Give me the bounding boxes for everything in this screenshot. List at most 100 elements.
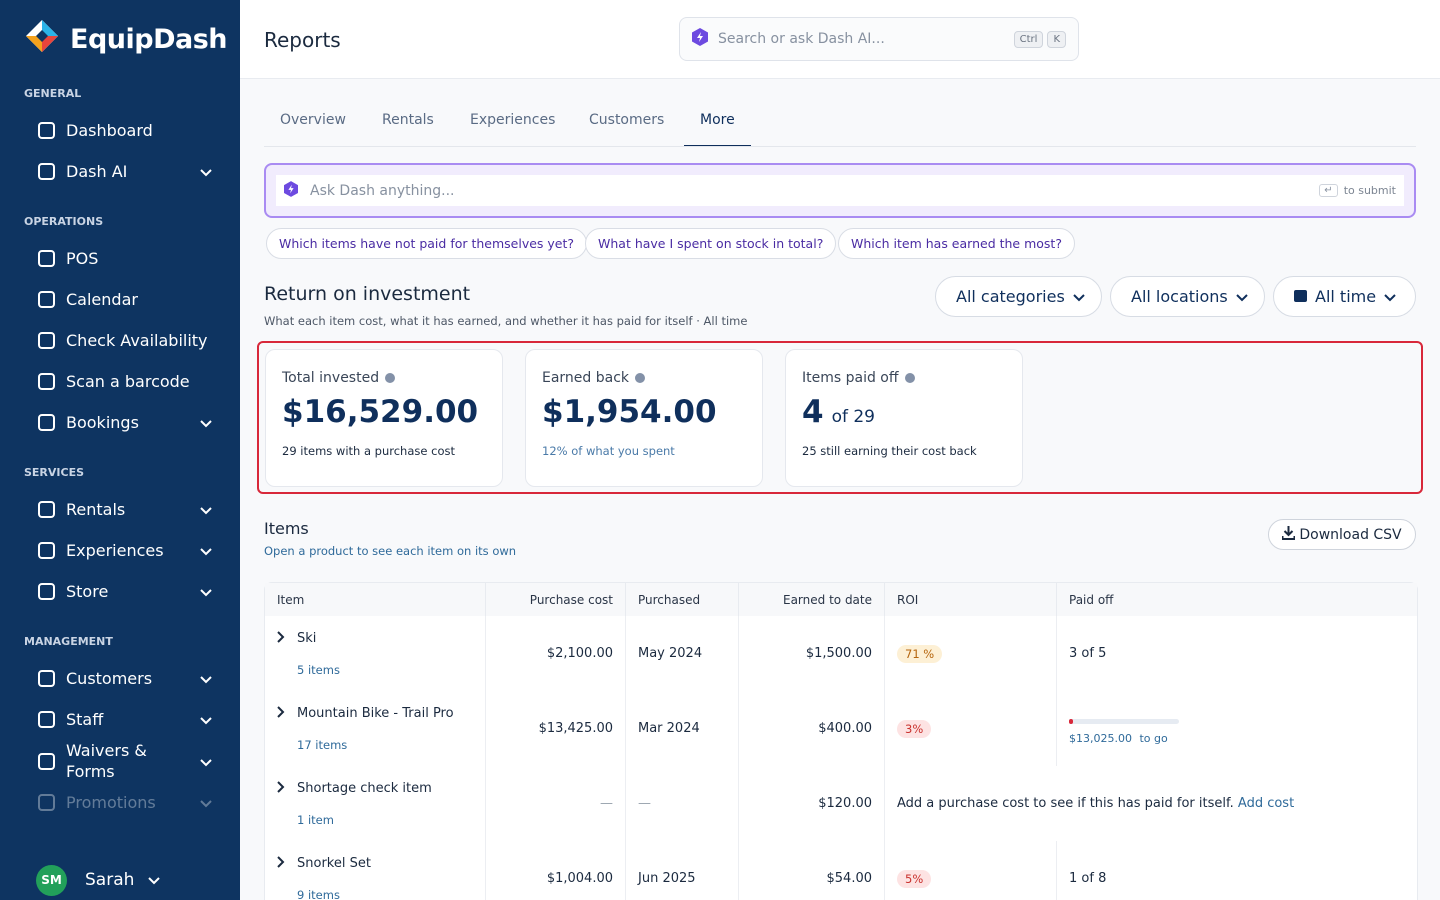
filter-label: All categories [956,287,1065,306]
expand-chevron [277,855,285,872]
column-header: Purchased [626,583,739,616]
stat-label: Earned back [542,370,746,386]
nav-item[interactable]: Experiences [0,530,240,571]
nav-section-title: OPERATIONS [24,215,104,228]
paid-off-text: 1 of 8 [1069,871,1107,886]
filter-dropdown[interactable]: All time [1273,276,1416,317]
calendar-icon [1294,287,1307,306]
stat-suffix: of 29 [831,407,875,427]
item-name: Snorkel Set [277,855,473,872]
search-box[interactable]: Search or ask Dash AI... Ctrl K [679,17,1079,61]
nav-label: Dashboard [66,121,153,140]
roi-badge: 71 % [897,644,943,663]
nav-item[interactable]: Waivers & Forms [0,740,240,782]
nav-item[interactable]: Bookings [0,402,240,443]
column-header: Paid off [1057,583,1417,616]
earned-to-date: $120.00 [739,766,885,841]
filter-chevron [1384,287,1396,306]
section-title: Return on investment [264,283,471,305]
nav-item[interactable]: Promotions [0,782,240,823]
add-cost-link[interactable]: Add cost [1237,796,1295,811]
earned-to-date: $54.00 [739,841,885,900]
progress-fill [1069,718,1073,724]
nav-item[interactable]: Calendar [0,279,240,320]
filter-dropdown[interactable]: All categories [935,276,1102,317]
download-icon [1281,525,1296,544]
nav-item[interactable]: Scan a barcode [0,361,240,402]
nav-icon [38,163,55,180]
purchase-cost: $1,004.00 [486,841,626,900]
stat-value: $1,954.00 [542,394,746,430]
filter-dropdown[interactable]: All locations [1110,276,1265,317]
stat-note: 25 still earning their cost back [802,444,977,458]
table-row[interactable]: Ski 5 items $2,100.00 May 2024 $1,500.00 71 %… [265,616,1417,691]
tab[interactable]: Customers [589,112,665,128]
nav-item[interactable]: Store [0,571,240,612]
stat-note: 29 items with a purchase cost [282,444,455,458]
stat-note: 12% of what you spent [542,444,675,458]
roi-cell: 5% [885,841,1057,900]
nav-icon [38,373,55,390]
nav-item[interactable]: Rentals [0,489,240,530]
table-row[interactable]: Mountain Bike - Trail Pro 17 items $13,425… [265,691,1417,766]
tab[interactable]: More [684,112,751,147]
nav-icon [38,291,55,308]
nav-chevron [200,752,212,771]
nav-item[interactable]: Staff [0,699,240,740]
nav-chevron [200,541,212,560]
item-count: 5 items [297,662,340,677]
nav-label: Check Availability [66,331,208,350]
suggestion-chip[interactable]: What have I spent on stock in total? [585,228,837,259]
nav-label: Store [66,582,109,601]
tab[interactable]: Experiences [470,112,556,128]
table-row[interactable]: Shortage check item 1 item — — $120.00 Add a … [265,766,1417,841]
suggestion-chip[interactable]: Which item has earned the most? [838,228,1075,259]
nav-label: Experiences [66,541,164,560]
ask-input[interactable]: Ask Dash anything... ↵ to submit [276,175,1404,206]
nav-chevron [200,582,212,601]
purchase-cost: $13,425.00 [486,691,626,766]
stat-value: $16,529.00 [282,394,486,430]
item-name-text: Snorkel Set [297,856,371,871]
nav-item[interactable]: POS [0,238,240,279]
item-cell: Snorkel Set 9 items [265,841,486,900]
ask-placeholder: Ask Dash anything... [310,182,455,199]
download-button[interactable]: Download CSV [1268,519,1416,550]
highlight-box [257,341,1423,494]
page-title: Reports [264,28,341,52]
info-icon [635,373,646,383]
table-row[interactable]: Snorkel Set 9 items $1,004.00 Jun 2025 $54.0… [265,841,1417,900]
remaining: $13,025.00 to go [1069,732,1405,745]
user-menu[interactable]: SM Sarah [0,820,240,900]
expand-chevron [277,705,285,722]
brand: EquipDash [0,0,240,78]
purchased-date: Jun 2025 [626,841,739,900]
search-placeholder: Search or ask Dash AI... [718,31,885,47]
shortcut-key: Ctrl [1013,30,1044,48]
suggestion-chip[interactable]: Which items have not paid for themselves… [266,228,588,259]
nav-chevron [200,413,212,432]
nav-section-title: SERVICES [24,466,85,479]
nav-label: Dash AI [66,162,128,181]
main: Reports Search or ask Dash AI... Ctrl K Over… [240,0,1440,900]
brand-name: EquipDash [70,23,228,55]
ask-box: Ask Dash anything... ↵ to submit [264,163,1416,218]
stat-label-text: Earned back [542,370,630,386]
roi-cell: 71 % [885,616,1057,691]
item-name-text: Shortage check item [297,781,432,796]
item-name-text: Mountain Bike - Trail Pro [297,706,454,721]
column-header: Item [265,583,486,616]
nav-icon [38,711,55,728]
nav-icon [38,542,55,559]
nav-item[interactable]: Customers [0,658,240,699]
nav-item[interactable]: Check Availability [0,320,240,361]
tab[interactable]: Overview [280,112,346,128]
tab[interactable]: Rentals [382,112,434,128]
nav-item[interactable]: Dash AI [0,151,240,192]
nav-chevron [200,500,212,519]
nav-item[interactable]: Dashboard [0,110,240,151]
nav-icon [38,414,55,431]
nav-icon [38,794,55,811]
table-head: Item Purchase cost Purchased Earned to date… [265,583,1417,616]
